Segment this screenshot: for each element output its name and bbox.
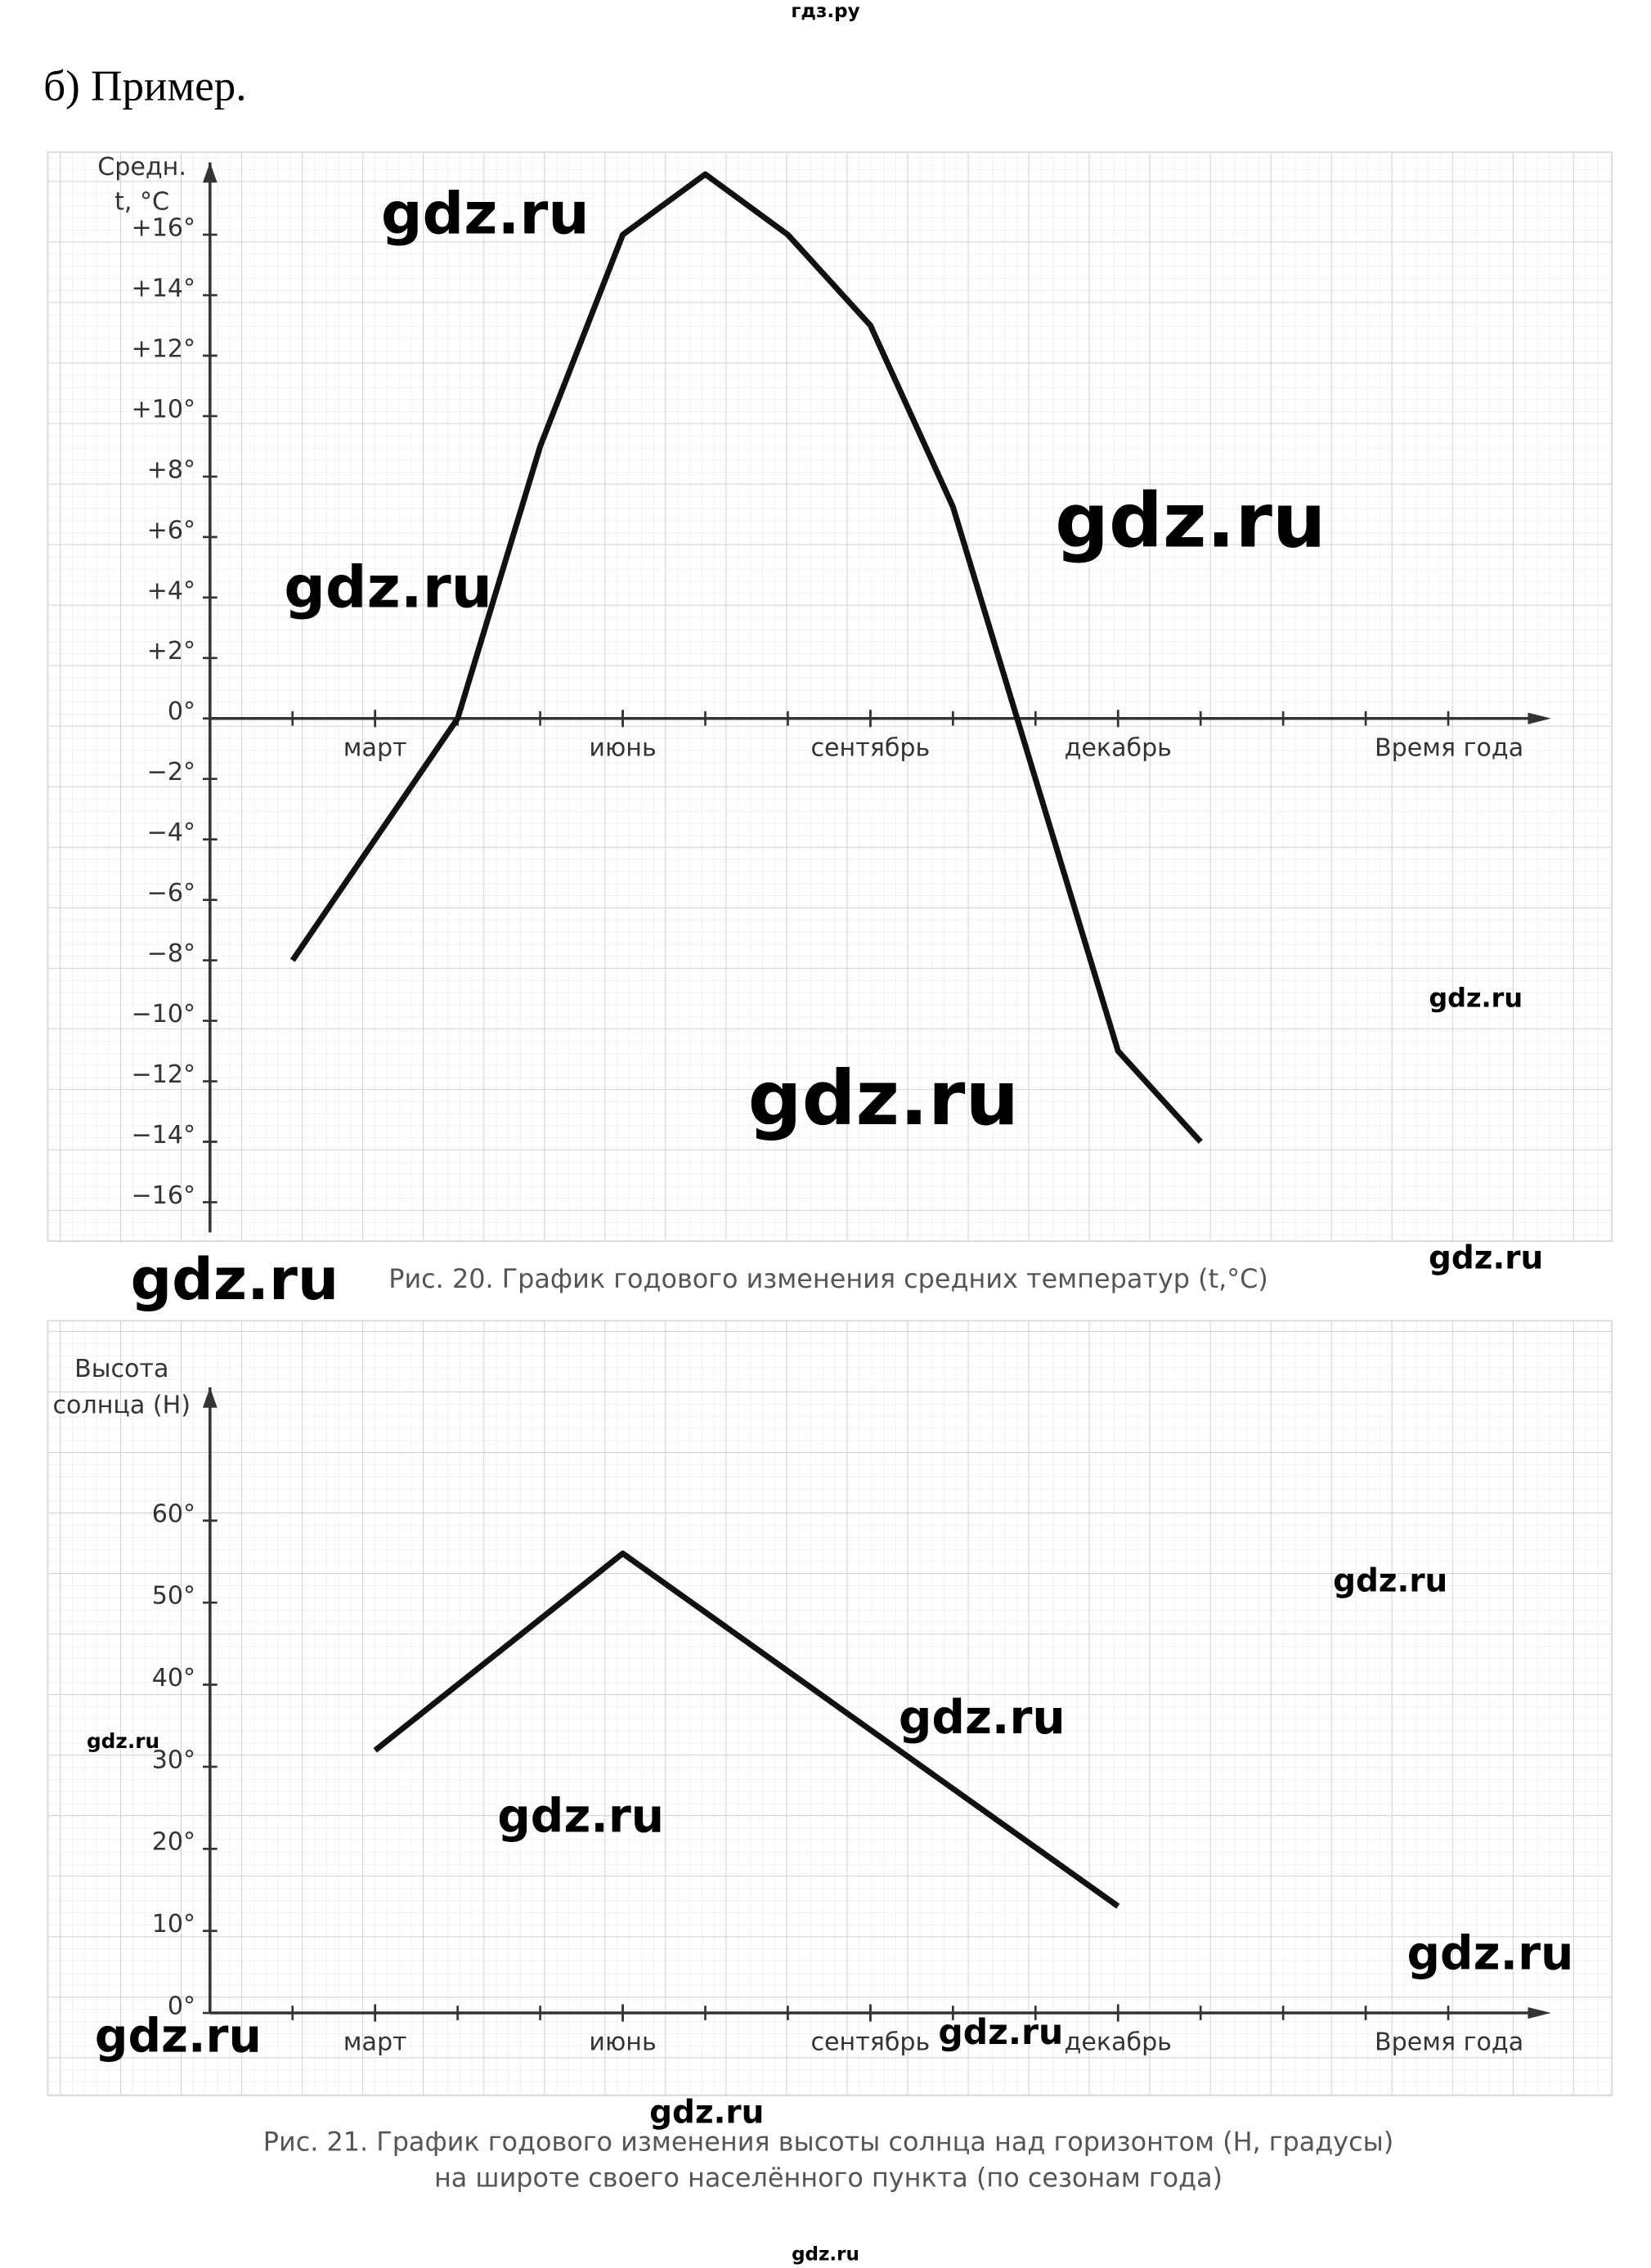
site-header: гдз.ру <box>791 1 859 22</box>
figure-caption: Рис. 21. График годового изменения высот… <box>263 2126 1393 2157</box>
watermark: gdz.ru <box>284 553 492 621</box>
y-axis-arrow <box>202 162 218 183</box>
y-tick-label: +10° <box>132 395 196 424</box>
y-tick-label: 0° <box>168 1992 195 2020</box>
y-tick-label: 20° <box>152 1828 195 1857</box>
watermark: gdz.ru <box>87 1729 159 1753</box>
y-tick-label: −12° <box>132 1060 196 1089</box>
x-tick-label: сентябрь <box>811 733 931 762</box>
watermark: gdz.ru <box>748 1055 1019 1142</box>
y-tick-label: 50° <box>152 1582 195 1611</box>
watermark: gdz.ru <box>1429 982 1523 1013</box>
data-line <box>289 171 1203 1144</box>
y-tick-label: 60° <box>152 1499 195 1528</box>
watermark: gdz.ru <box>938 2013 1063 2053</box>
watermark: gdz.ru <box>649 2095 764 2131</box>
x-axis-label: Время года <box>1375 2028 1523 2057</box>
x-tick-label: декабрь <box>1065 733 1172 762</box>
x-tick-label: март <box>343 2028 407 2057</box>
y-tick-label: 0° <box>168 697 195 726</box>
y-tick-label: −2° <box>147 758 195 787</box>
data-line <box>373 1550 1120 1909</box>
watermark: gdz.ru <box>1055 477 1326 565</box>
y-axis-label: солнца (H) <box>53 1391 191 1419</box>
y-tick-label: +14° <box>132 274 196 303</box>
y-tick-label: +6° <box>147 516 195 545</box>
y-axis-label: Высота <box>74 1355 168 1383</box>
y-tick-label: 40° <box>152 1664 195 1692</box>
y-tick-label: +8° <box>147 455 195 484</box>
watermark: gdz.ru <box>497 1789 664 1843</box>
figure-caption: Рис. 20. График годового изменения средн… <box>388 1263 1268 1294</box>
y-tick-label: +2° <box>147 637 195 666</box>
y-tick-label: −4° <box>147 818 195 847</box>
x-axis-label: Время года <box>1375 733 1523 762</box>
figure-caption: на широте своего населённого пункта (по … <box>434 2163 1223 2194</box>
x-tick-label: июнь <box>589 2028 656 2057</box>
graph-paper <box>47 1320 1613 2096</box>
heading: б) Пример. <box>43 62 246 110</box>
y-tick-label: −14° <box>132 1121 196 1150</box>
y-axis-label: t, °C <box>114 188 169 217</box>
x-tick-label: март <box>343 733 407 762</box>
watermark: gdz.ru <box>1333 1563 1447 1600</box>
site-footer: gdz.ru <box>792 2243 859 2265</box>
watermark: gdz.ru <box>95 2010 262 2064</box>
watermark: gdz.ru <box>130 1245 339 1313</box>
y-tick-label: +12° <box>132 334 196 363</box>
y-tick-label: −16° <box>132 1181 196 1210</box>
y-tick-label: 10° <box>152 1910 195 1939</box>
y-tick-label: +4° <box>147 576 195 605</box>
x-tick-label: сентябрь <box>811 2028 931 2057</box>
x-tick-label: июнь <box>589 733 656 762</box>
y-tick-label: −8° <box>147 939 195 968</box>
y-tick-label: −10° <box>132 1000 196 1029</box>
y-axis-arrow <box>202 1387 218 1408</box>
y-tick-label: 30° <box>152 1746 195 1774</box>
y-axis-label: Средн. <box>97 153 186 182</box>
watermark: gdz.ru <box>899 1691 1066 1745</box>
x-axis-arrow <box>1528 712 1551 724</box>
graph-paper <box>47 151 1613 1242</box>
y-tick-label: −6° <box>147 879 195 908</box>
x-axis-arrow <box>1528 2006 1551 2019</box>
watermark: gdz.ru <box>1429 1240 1543 1277</box>
watermark: gdz.ru <box>381 179 590 247</box>
x-tick-label: декабрь <box>1065 2028 1172 2057</box>
y-tick-label: +16° <box>132 213 196 242</box>
watermark: gdz.ru <box>1406 1927 1573 1981</box>
